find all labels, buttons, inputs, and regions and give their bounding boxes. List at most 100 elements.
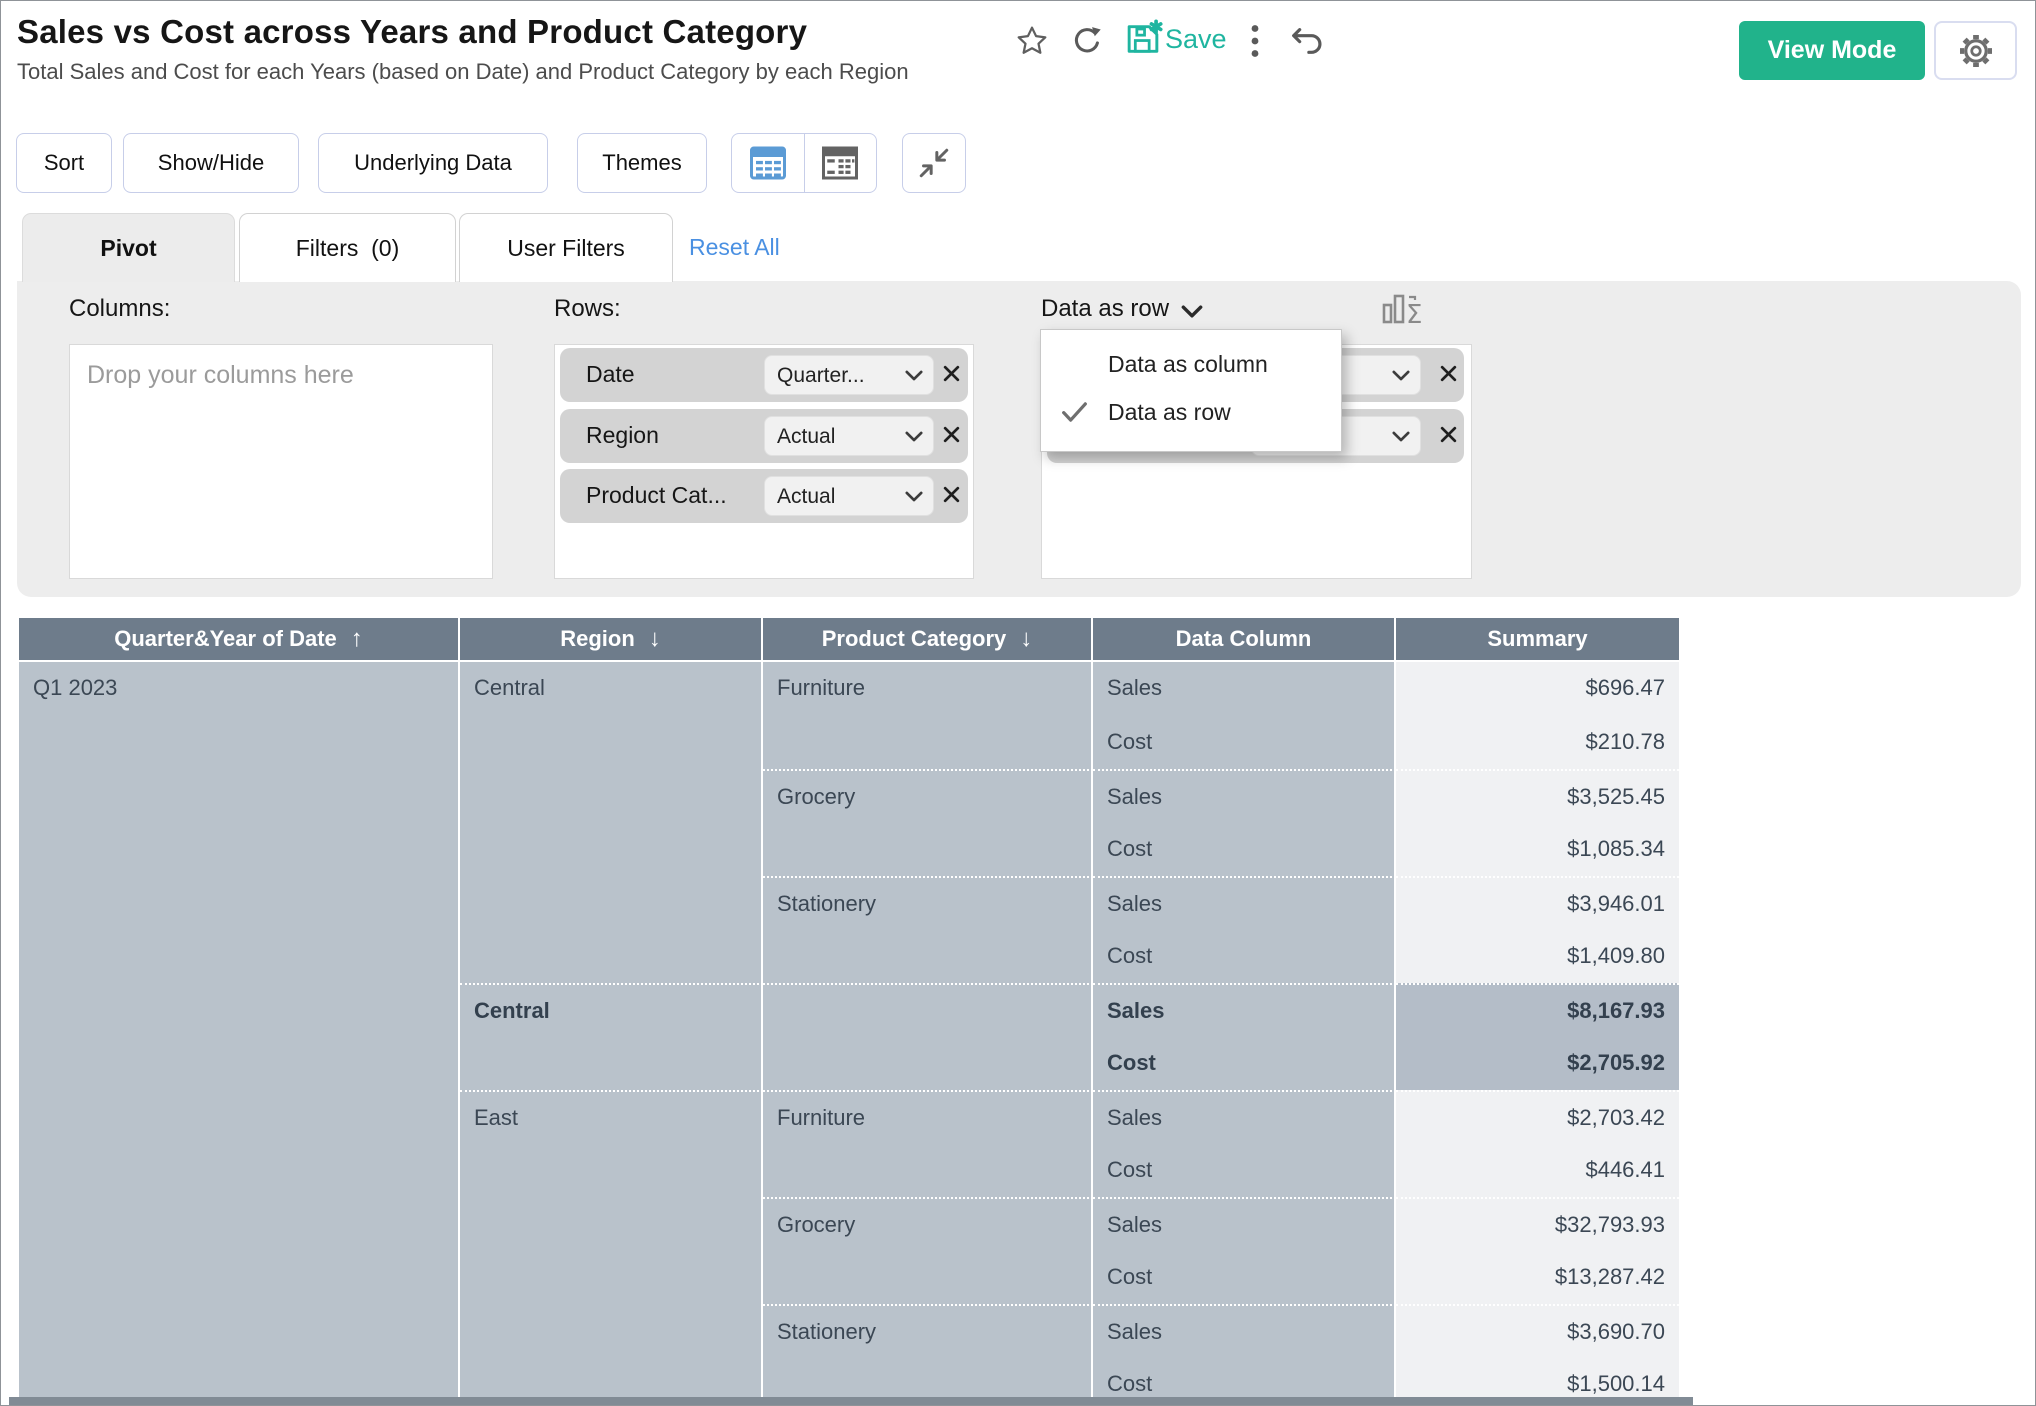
chevron-down-icon [905, 491, 923, 502]
summary-cell[interactable]: $696.47 [1396, 662, 1679, 716]
menu-item-data-as-column[interactable]: Data as column [1041, 340, 1341, 388]
column-header-region[interactable]: Region ↓ [460, 618, 763, 662]
more-options-icon[interactable] [1237, 23, 1273, 59]
column-header-quarter[interactable]: Quarter&Year of Date ↑ [19, 618, 460, 662]
refresh-icon[interactable] [1069, 23, 1105, 59]
column-header-label: Product Category [822, 626, 1007, 652]
pivot-body: Q1 2023CentralCentralEastFurnitureGrocer… [19, 662, 1679, 1406]
summary-cell[interactable]: $32,793.93 [1396, 1197, 1679, 1251]
page-title: Sales vs Cost across Years and Product C… [17, 13, 807, 51]
chevron-down-icon [905, 370, 923, 381]
table-view-icon [746, 142, 790, 184]
pivot-view-button[interactable] [805, 134, 877, 192]
show-hide-button[interactable]: Show/Hide [123, 133, 299, 193]
field-option-dropdown[interactable]: Actual [764, 476, 934, 516]
view-mode-button[interactable]: View Mode [1739, 21, 1925, 80]
column-header-product-category[interactable]: Product Category ↓ [763, 618, 1093, 662]
datacol-cell[interactable]: Sales [1093, 662, 1396, 716]
sort-button[interactable]: Sort [16, 133, 112, 193]
columns-placeholder: Drop your columns here [87, 361, 354, 390]
collapse-button[interactable] [902, 133, 966, 193]
summary-cell[interactable]: $3,525.45 [1396, 769, 1679, 823]
tab-filters[interactable]: Filters (0) [239, 213, 456, 282]
summary-cell[interactable]: $13,287.42 [1396, 1251, 1679, 1305]
field-option-dropdown[interactable]: Actual [764, 416, 934, 456]
product-cell[interactable]: Stationery [763, 876, 1093, 983]
svg-text:Σ: Σ [1406, 300, 1422, 327]
field-option-value: Actual [777, 485, 835, 509]
field-option-dropdown[interactable]: Quarter... [764, 355, 934, 395]
data-mode-dropdown[interactable]: Data as row [1041, 295, 1203, 323]
check-icon [1061, 401, 1088, 429]
data-mode-menu: Data as column Data as row [1040, 329, 1342, 452]
product-cell[interactable]: Grocery [763, 1197, 1093, 1304]
remove-field-icon[interactable] [942, 364, 961, 388]
datacol-cell[interactable]: Sales [1093, 983, 1396, 1037]
summary-cell[interactable]: $3,690.70 [1396, 1304, 1679, 1358]
quarter-cell[interactable]: Q1 2023 [19, 662, 460, 1406]
product-cell[interactable]: Furniture [763, 662, 1093, 769]
menu-item-data-as-row[interactable]: Data as row [1041, 388, 1341, 436]
row-field-chip-product-category[interactable]: Product Cat... Actual [560, 469, 968, 523]
save-button[interactable]: Save [1123, 19, 1227, 59]
datacol-cell[interactable]: Sales [1093, 1090, 1396, 1144]
chevron-down-icon [1392, 370, 1410, 381]
menu-item-label: Data as row [1108, 399, 1231, 426]
product-cell[interactable]: Grocery [763, 769, 1093, 876]
summary-cell[interactable]: $2,705.92 [1396, 1037, 1679, 1091]
field-option-value: Quarter... [777, 364, 865, 388]
summary-cell[interactable]: $8,167.93 [1396, 983, 1679, 1037]
remove-field-icon[interactable] [1439, 425, 1458, 449]
product-cell[interactable] [763, 983, 1093, 1090]
summarize-button[interactable]: Σ [1382, 291, 1424, 332]
summary-cell[interactable]: $210.78 [1396, 716, 1679, 770]
chevron-down-icon [905, 431, 923, 442]
undo-icon[interactable] [1289, 23, 1325, 59]
remove-field-icon[interactable] [1439, 364, 1458, 388]
datacol-cell[interactable]: Cost [1093, 1037, 1396, 1091]
column-header-data-column[interactable]: Data Column [1093, 618, 1396, 662]
datacol-cell[interactable]: Sales [1093, 876, 1396, 930]
summary-cell[interactable]: $3,946.01 [1396, 876, 1679, 930]
themes-button[interactable]: Themes [577, 133, 707, 193]
reset-all-link[interactable]: Reset All [689, 213, 780, 281]
pivot-view-icon [818, 142, 862, 184]
datacol-cell[interactable]: Sales [1093, 1304, 1396, 1358]
underlying-data-button[interactable]: Underlying Data [318, 133, 548, 193]
remove-field-icon[interactable] [942, 485, 961, 509]
datacol-cell[interactable]: Cost [1093, 716, 1396, 770]
datacol-cell[interactable]: Cost [1093, 823, 1396, 877]
field-label: Date [586, 361, 635, 388]
favorite-icon[interactable] [1014, 23, 1050, 59]
datacol-cell[interactable]: Cost [1093, 1251, 1396, 1305]
sort-desc-icon: ↓ [649, 625, 661, 653]
settings-button[interactable] [1934, 21, 2017, 80]
datacol-cell[interactable]: Cost [1093, 1144, 1396, 1198]
summary-cell[interactable]: $1,409.80 [1396, 930, 1679, 984]
datacol-cell[interactable]: Cost [1093, 930, 1396, 984]
pivot-table-header: Quarter&Year of Date ↑ Region ↓ Product … [19, 618, 1679, 662]
region-cell[interactable]: Central [460, 983, 763, 1090]
summary-cell[interactable]: $1,085.34 [1396, 823, 1679, 877]
remove-field-icon[interactable] [942, 425, 961, 449]
product-cell[interactable]: Stationery [763, 1304, 1093, 1406]
field-label: Product Cat... [586, 482, 727, 509]
column-header-label: Quarter&Year of Date [114, 626, 337, 652]
region-cell[interactable]: East [460, 1090, 763, 1406]
row-field-chip-region[interactable]: Region Actual [560, 409, 968, 463]
datacol-cell[interactable]: Sales [1093, 1197, 1396, 1251]
column-header-summary[interactable]: Summary [1396, 618, 1679, 662]
region-cell[interactable]: Central [460, 662, 763, 983]
menu-item-label: Data as column [1108, 351, 1268, 378]
tab-user-filters[interactable]: User Filters [459, 213, 673, 282]
summary-cell[interactable]: $446.41 [1396, 1144, 1679, 1198]
datacol-cell[interactable]: Sales [1093, 769, 1396, 823]
summary-cell[interactable]: $2,703.42 [1396, 1090, 1679, 1144]
tab-pivot[interactable]: Pivot [22, 213, 235, 282]
product-cell[interactable]: Furniture [763, 1090, 1093, 1197]
table-view-button[interactable] [732, 134, 805, 192]
columns-label: Columns: [69, 295, 170, 323]
gear-icon [1956, 31, 1996, 71]
save-label: Save [1165, 24, 1227, 55]
row-field-chip-date[interactable]: Date Quarter... [560, 348, 968, 402]
